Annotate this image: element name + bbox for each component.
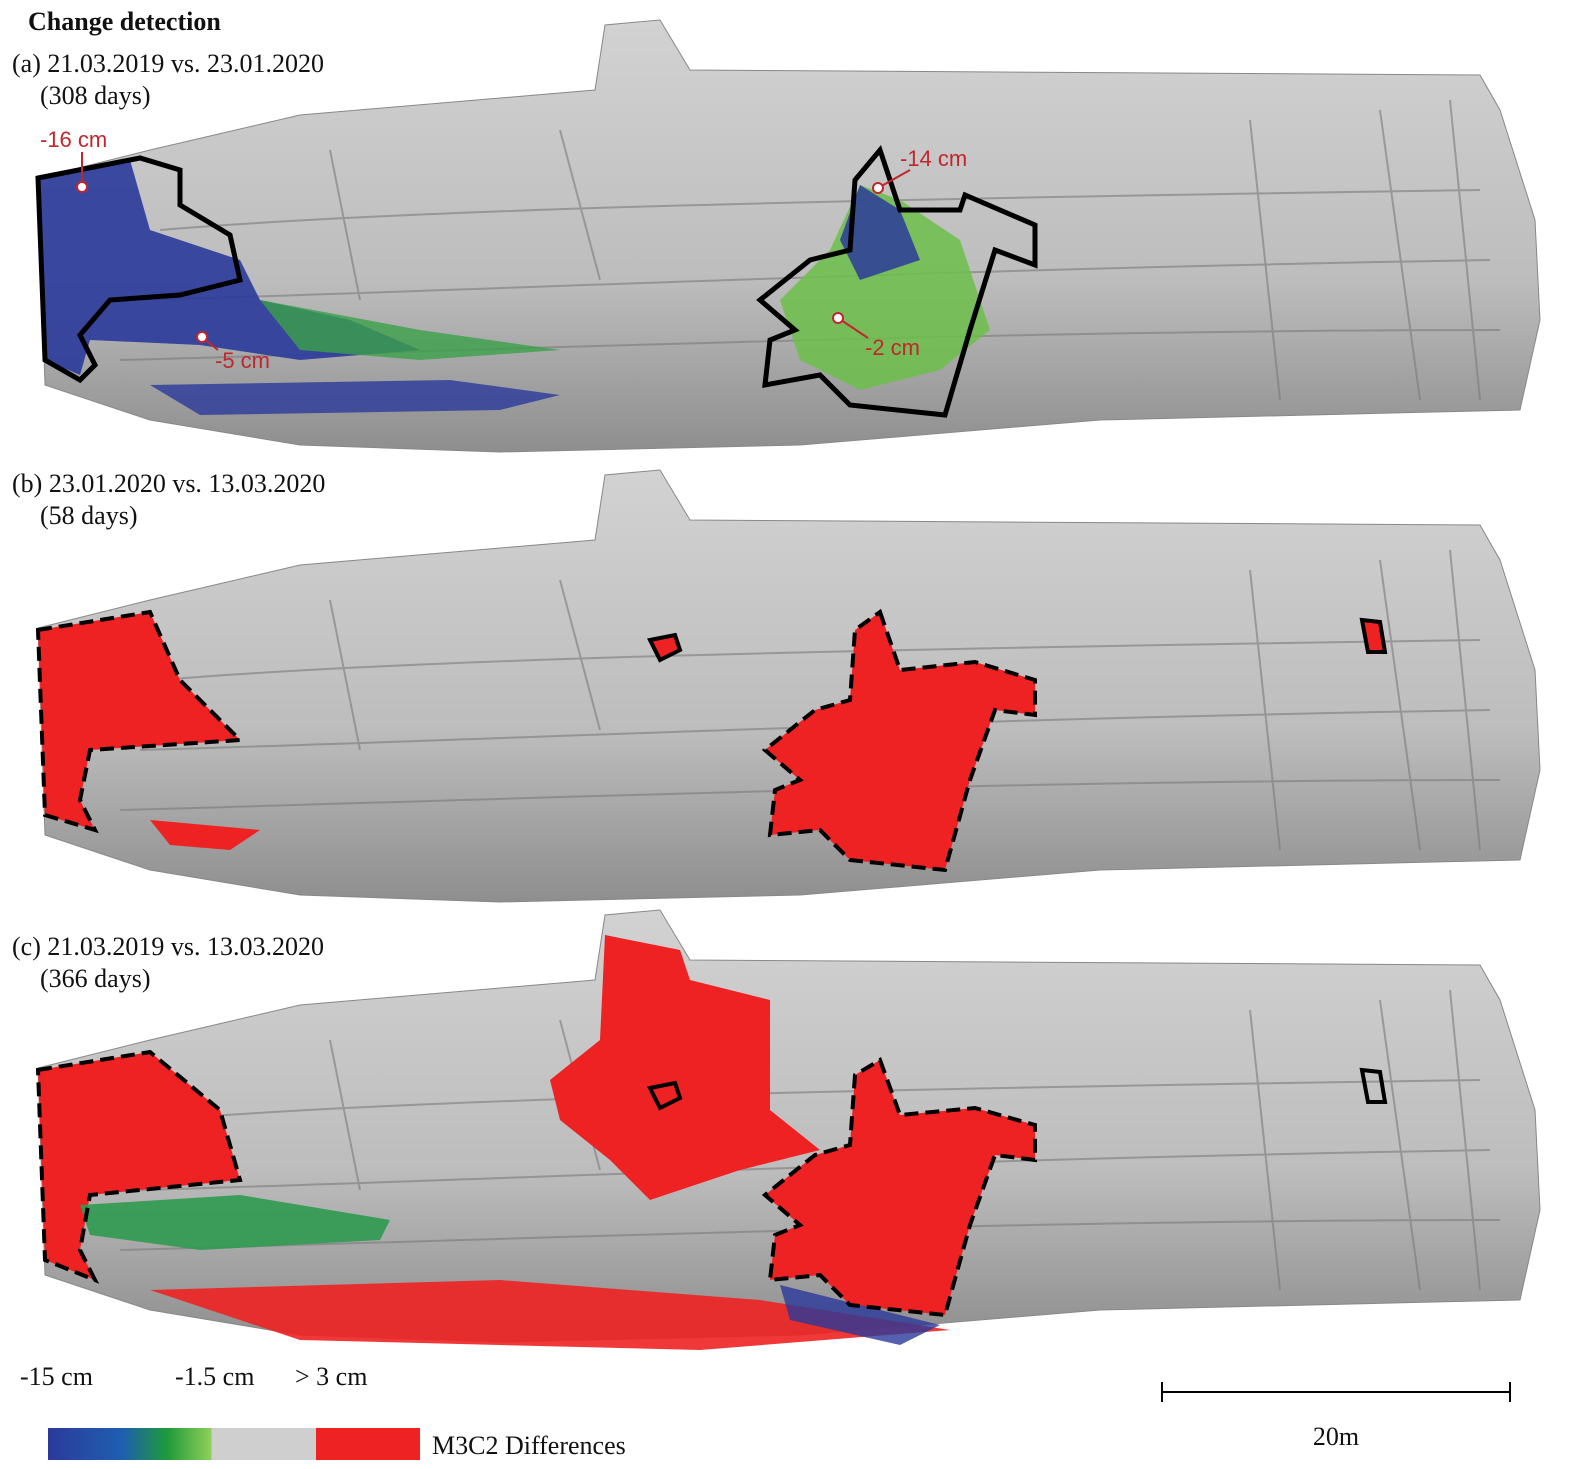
change-area (550, 935, 820, 1200)
color-bar (48, 1428, 420, 1460)
outline (1359, 1067, 1388, 1104)
outline (647, 1080, 683, 1111)
annotation: -2 cm (865, 335, 920, 360)
change-area (38, 612, 240, 830)
legend-label: > 3 cm (295, 1362, 367, 1391)
change-area (150, 380, 560, 415)
panel-label: (b) 23.01.2020 vs. 13.03.2020 (12, 469, 325, 498)
legend-title: M3C2 Differences (432, 1431, 626, 1460)
change-area (840, 185, 920, 280)
change-area (765, 612, 1035, 870)
panel-label: (a) 21.03.2019 vs. 23.01.2020 (12, 49, 324, 78)
panel-b: (b) 23.01.2020 vs. 13.03.2020 (58 days) (12, 469, 1541, 903)
legend: -15 cm -1.5 cm > 3 cm M3C2 Differences (20, 1362, 626, 1460)
change-area (150, 1280, 950, 1350)
scale-bar (1161, 1382, 1511, 1402)
outline (1359, 617, 1388, 654)
outline (35, 1049, 1037, 1318)
point-cloud (37, 469, 1541, 903)
change-area (780, 1285, 940, 1345)
panel-duration: (58 days) (40, 501, 137, 530)
change-area (260, 300, 560, 360)
panel-label: (c) 21.03.2019 vs. 13.03.2020 (12, 932, 324, 961)
scale-bar-label: 20m (1313, 1422, 1359, 1451)
change-area (780, 185, 990, 390)
change-area (80, 1195, 390, 1250)
change-area (765, 1060, 1035, 1315)
outline (756, 144, 1038, 418)
change-area (38, 1052, 240, 1280)
outline (647, 632, 683, 663)
annotation: -14 cm (900, 146, 967, 171)
panel-duration: (366 days) (40, 964, 150, 993)
panel-c: (c) 21.03.2019 vs. 13.03.2020 (366 days) (12, 909, 1541, 1350)
figure-title: Change detection (28, 7, 221, 36)
panel-a: -16 cm -14 cm -5 cm -2 cm (a) 21.03.2019… (12, 19, 1541, 453)
outline (35, 608, 1037, 873)
annotations (76, 152, 911, 351)
outline (35, 155, 243, 384)
legend-label: -15 cm (20, 1362, 93, 1391)
legend-label: -1.5 cm (175, 1362, 254, 1391)
change-area (150, 820, 260, 850)
panel-duration: (308 days) (40, 81, 150, 110)
annotation: -5 cm (215, 348, 270, 373)
annotation: -16 cm (40, 127, 107, 152)
